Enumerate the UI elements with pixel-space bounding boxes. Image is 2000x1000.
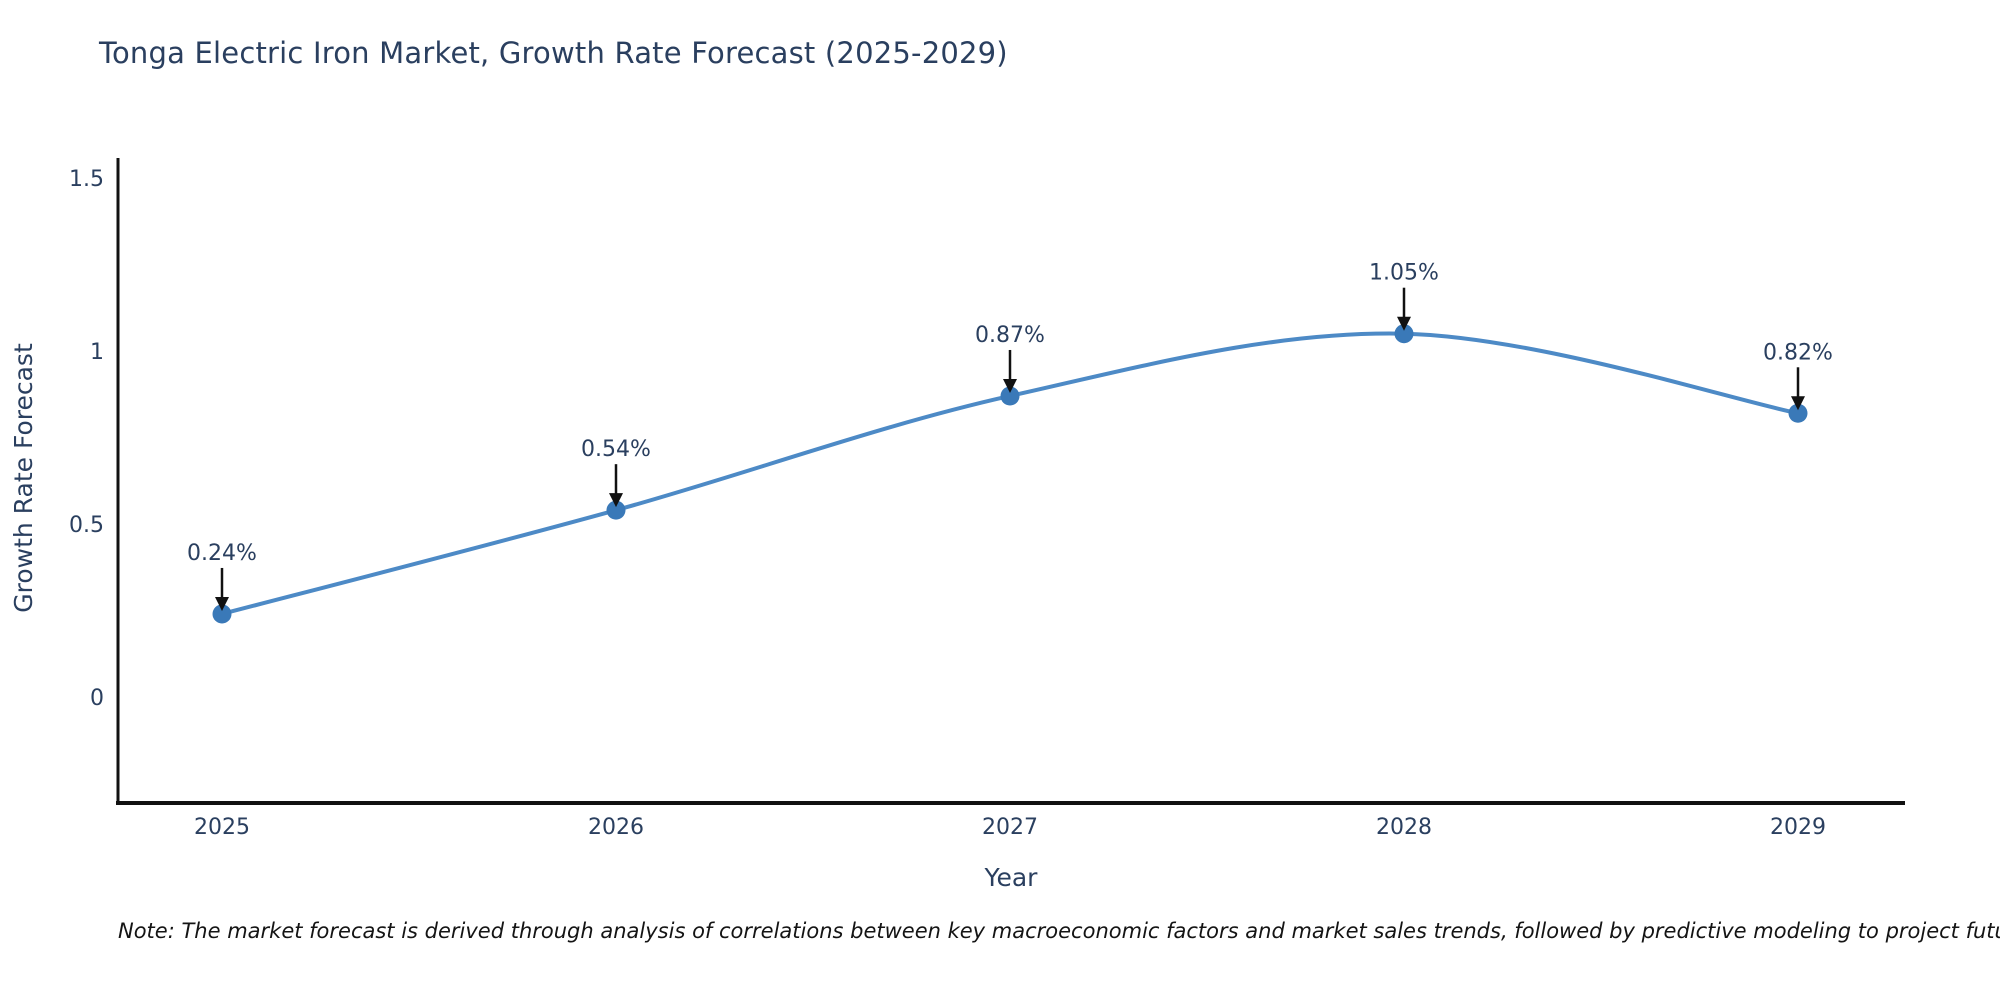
annotation-label: 0.54% [581,437,651,462]
annotation-arrowhead [1397,316,1411,331]
data-point-marker [1788,403,1808,423]
y-tick-label: 1.5 [69,167,104,192]
chart-title: Tonga Electric Iron Market, Growth Rate … [99,36,1008,70]
annotation-arrowhead [1003,378,1017,393]
x-tick-label: 2028 [1376,815,1432,840]
x-tick-label: 2027 [982,815,1038,840]
annotation-label: 0.87% [975,323,1045,348]
x-tick-label: 2026 [588,815,644,840]
x-axis-title: Year [984,863,1039,892]
data-point-marker [1394,324,1414,344]
data-point-marker [1000,386,1020,406]
annotation-arrowhead [215,596,229,611]
annotation-arrowhead [609,493,623,508]
note-text: Note: The market forecast is derived thr… [118,919,2000,943]
y-tick-label: 0 [90,686,104,711]
annotation-label: 0.82% [1763,340,1833,365]
annotation-label: 0.24% [187,541,257,566]
data-point-marker [606,500,626,520]
x-tick-label: 2029 [1770,815,1826,840]
x-tick-label: 2025 [194,815,250,840]
data-point-marker [212,604,232,624]
annotation-label: 1.05% [1369,261,1439,286]
y-axis-title: Growth Rate Forecast [9,343,38,613]
y-tick-label: 0.5 [69,513,104,538]
plot-area: 0 0.5 1 1.5 2025 2026 2027 2028 2029 0.24% 0.54% 0.… [69,158,1905,840]
annotation-arrowhead [1791,396,1805,411]
y-tick-label: 1 [90,340,104,365]
